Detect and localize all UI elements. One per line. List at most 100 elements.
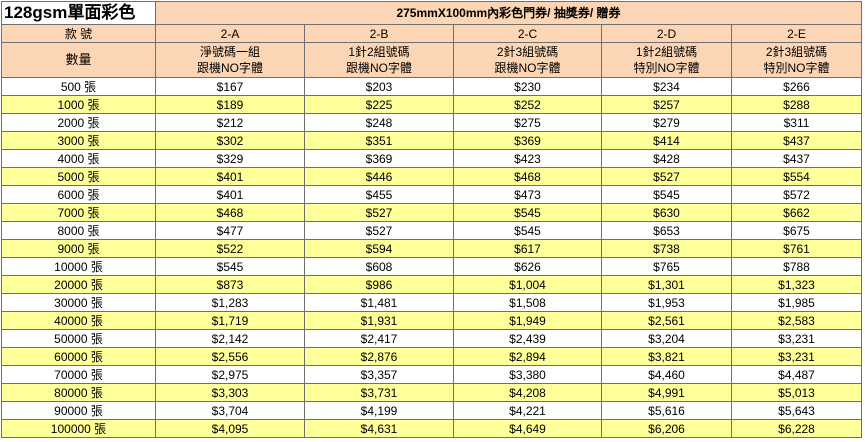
table-row: 7000 張 $468 $527 $545 $630 $662: [1, 203, 862, 222]
price-cell: $266: [731, 77, 862, 96]
price-cell: $2,561: [601, 311, 732, 330]
code-label: 款 號: [1, 24, 156, 43]
price-cell: $527: [304, 221, 454, 240]
table-row: 500 張 $167 $203 $230 $234 $266: [1, 77, 862, 96]
quantity-cell: 90000 張: [1, 401, 156, 420]
price-cell: $630: [601, 203, 732, 222]
price-cell: $437: [731, 131, 862, 150]
price-cell: $5,643: [731, 401, 862, 420]
price-cell: $765: [601, 257, 732, 276]
price-cell: $986: [304, 275, 454, 294]
price-cell: $212: [155, 113, 305, 132]
price-cell: $4,095: [155, 419, 305, 438]
price-cell: $225: [304, 95, 454, 114]
price-cell: $3,303: [155, 383, 305, 402]
column-code: 2-A: [155, 24, 305, 43]
table-row: 9000 張 $522 $594 $617 $738 $761: [1, 239, 862, 258]
quantity-cell: 2000 張: [1, 113, 156, 132]
price-cell: $4,631: [304, 419, 454, 438]
table-row: 4000 張 $329 $369 $423 $428 $437: [1, 149, 862, 168]
price-cell: $6,228: [731, 419, 862, 438]
price-cell: $369: [453, 131, 602, 150]
price-cell: $4,649: [453, 419, 602, 438]
price-cell: $1,985: [731, 293, 862, 312]
quantity-cell: 50000 張: [1, 329, 156, 348]
description-header-row: 數量 淨號碼一組 跟機NO字體 1針2組號碼 跟機NO字體 2針3組號碼 跟機NO字體…: [1, 42, 862, 78]
price-cell: $473: [453, 185, 602, 204]
quantity-cell: 7000 張: [1, 203, 156, 222]
price-cell: $423: [453, 149, 602, 168]
price-cell: $1,323: [731, 275, 862, 294]
price-cell: $1,508: [453, 293, 602, 312]
price-cell: $257: [601, 95, 732, 114]
price-cell: $608: [304, 257, 454, 276]
quantity-cell: 8000 張: [1, 221, 156, 240]
quantity-cell: 6000 張: [1, 185, 156, 204]
description-line: 1針2組號碼: [348, 45, 410, 59]
price-cell: $3,731: [304, 383, 454, 402]
price-cell: $2,894: [453, 347, 602, 366]
price-cell: $2,583: [731, 311, 862, 330]
price-cell: $617: [453, 239, 602, 258]
price-cell: $167: [155, 77, 305, 96]
price-cell: $2,876: [304, 347, 454, 366]
price-cell: $203: [304, 77, 454, 96]
price-cell: $675: [731, 221, 862, 240]
price-cell: $437: [731, 149, 862, 168]
price-cell: $545: [453, 203, 602, 222]
column-description: 淨號碼一組 跟機NO字體: [155, 42, 305, 78]
column-description: 1針2組號碼 跟機NO字體: [304, 42, 454, 78]
quantity-cell: 10000 張: [1, 257, 156, 276]
price-cell: $3,704: [155, 401, 305, 420]
price-cell: $2,417: [304, 329, 454, 348]
table-row: 40000 張 $1,719 $1,931 $1,949 $2,561 $2,583: [1, 311, 862, 330]
price-cell: $1,931: [304, 311, 454, 330]
price-cell: $279: [601, 113, 732, 132]
price-cell: $626: [453, 257, 602, 276]
price-cell: $527: [601, 167, 732, 186]
price-cell: $3,357: [304, 365, 454, 384]
table-row: 8000 張 $477 $527 $545 $653 $675: [1, 221, 862, 240]
price-cell: $1,481: [304, 293, 454, 312]
product-banner: 275mmX100mm內彩色門券/ 抽獎券/ 贈券: [155, 1, 862, 25]
quantity-cell: 4000 張: [1, 149, 156, 168]
quantity-cell: 20000 張: [1, 275, 156, 294]
quantity-cell: 500 張: [1, 77, 156, 96]
price-cell: $3,204: [601, 329, 732, 348]
table-row: 3000 張 $302 $351 $369 $414 $437: [1, 131, 862, 150]
description-line: 跟機NO字體: [494, 61, 561, 75]
price-cell: $3,231: [731, 347, 862, 366]
price-cell: $230: [453, 77, 602, 96]
price-cell: $1,004: [453, 275, 602, 294]
table-row: 1000 張 $189 $225 $252 $257 $288: [1, 95, 862, 114]
quantity-cell: 80000 張: [1, 383, 156, 402]
table-row: 30000 張 $1,283 $1,481 $1,508 $1,953 $1,985: [1, 293, 862, 312]
price-cell: $401: [155, 185, 305, 204]
column-description: 2針3組號碼 特別NO字體: [731, 42, 862, 78]
price-cell: $4,487: [731, 365, 862, 384]
quantity-cell: 60000 張: [1, 347, 156, 366]
price-cell: $189: [155, 95, 305, 114]
price-cell: $527: [304, 203, 454, 222]
price-cell: $351: [304, 131, 454, 150]
price-cell: $446: [304, 167, 454, 186]
description-line: 特別NO字體: [633, 61, 700, 75]
price-cell: $4,460: [601, 365, 732, 384]
price-cell: $3,380: [453, 365, 602, 384]
column-description: 2針3組號碼 跟機NO字體: [453, 42, 602, 78]
description-line: 1針2組號碼: [635, 45, 698, 59]
price-cell: $414: [601, 131, 732, 150]
price-cell: $401: [155, 167, 305, 186]
price-cell: $468: [453, 167, 602, 186]
price-cell: $761: [731, 239, 862, 258]
table-row: 2000 張 $212 $248 $275 $279 $311: [1, 113, 862, 132]
price-cell: $4,199: [304, 401, 454, 420]
price-cell: $738: [601, 239, 732, 258]
price-cell: $594: [304, 239, 454, 258]
price-cell: $3,821: [601, 347, 732, 366]
column-description: 1針2組號碼 特別NO字體: [601, 42, 732, 78]
quantity-cell: 3000 張: [1, 131, 156, 150]
quantity-cell: 70000 張: [1, 365, 156, 384]
table-row: 60000 張 $2,556 $2,876 $2,894 $3,821 $3,231: [1, 347, 862, 366]
